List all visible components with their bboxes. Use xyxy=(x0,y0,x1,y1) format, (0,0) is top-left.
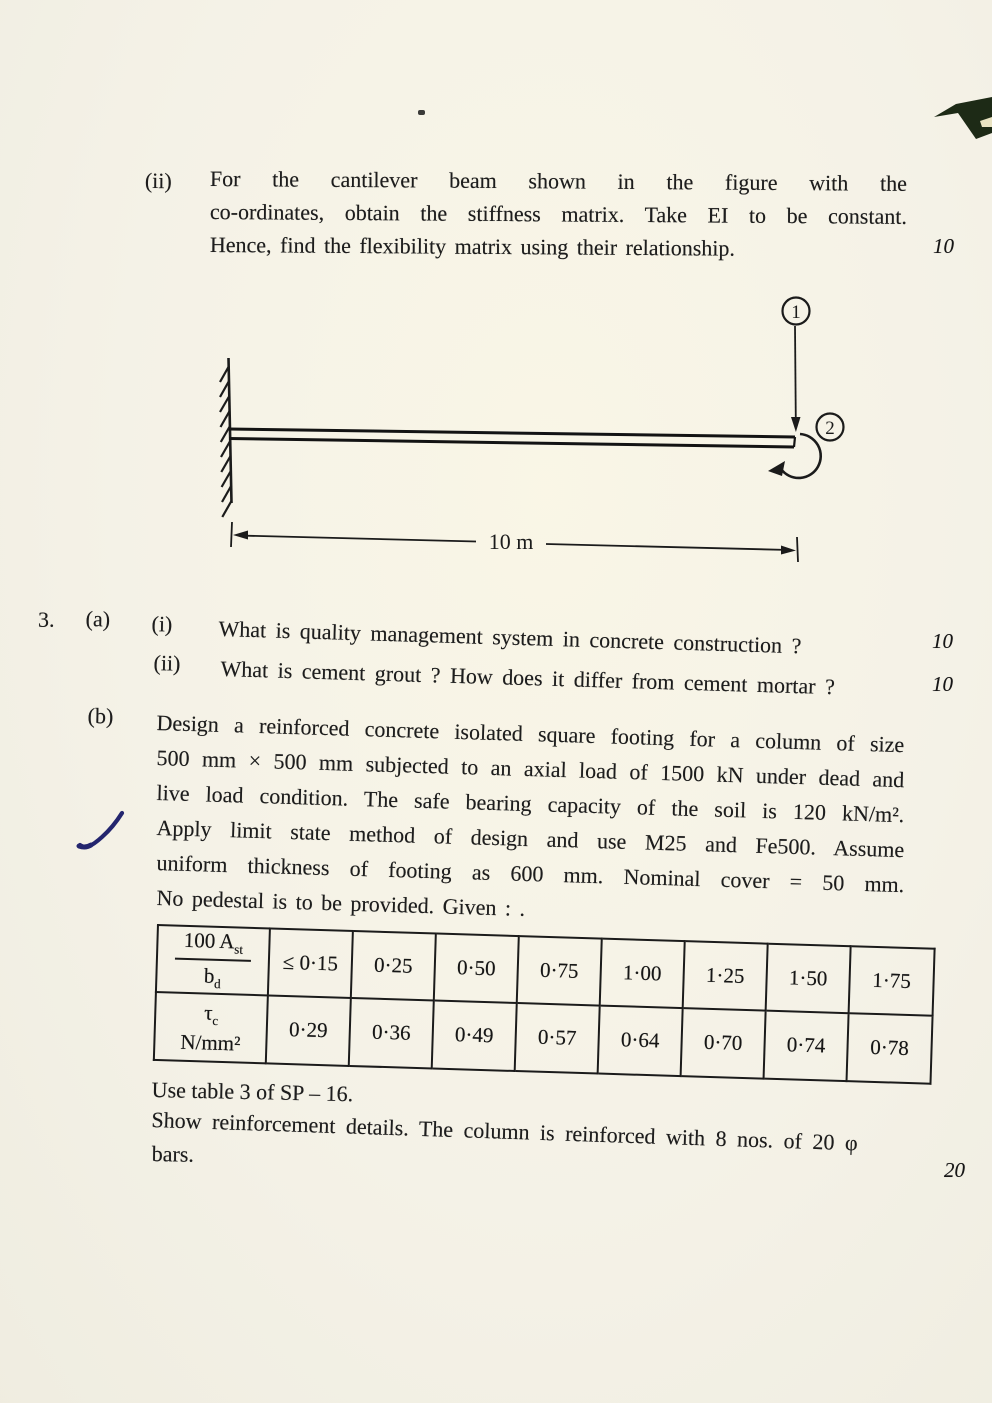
tau-value: 0·70 xyxy=(680,1007,766,1079)
note-reinforcement: Show reinforcement details. The column i… xyxy=(151,1106,859,1156)
tau-value: 0·64 xyxy=(597,1005,683,1076)
q2-item-label: (ii) xyxy=(144,167,172,194)
q3a-ii-marks: 10 xyxy=(932,672,953,696)
tau-value: 0·78 xyxy=(846,1013,933,1084)
q2-marks: 10 xyxy=(933,234,954,258)
pt-value: 1·25 xyxy=(682,941,768,1011)
pt-value: 0·50 xyxy=(433,933,519,1003)
node-1-load: 1 xyxy=(781,296,811,432)
q3a-ii-text: What is cement grout ? How does it diffe… xyxy=(220,655,836,700)
node-1-label: 1 xyxy=(791,302,801,323)
q2-line-3: Hence, find the flexibility matrix using… xyxy=(209,231,736,261)
moment-arrowhead xyxy=(768,461,785,476)
beam-figure: 1 2 10 m xyxy=(219,296,845,563)
tau-value: 0·57 xyxy=(514,1002,600,1074)
table-header-tau-c: τc N/mm² xyxy=(153,991,268,1064)
q3-number: 3. xyxy=(38,607,55,632)
q2-line-2: co-ordinates, obtain the stiffness matri… xyxy=(209,198,907,229)
pt-value: 0·25 xyxy=(350,930,436,1001)
tau-value: 0·74 xyxy=(763,1010,849,1082)
down-arrowhead xyxy=(791,417,801,432)
q3b-marks: 20 xyxy=(944,1158,965,1182)
beam xyxy=(228,427,797,449)
pt-value: 1·75 xyxy=(848,946,935,1016)
q3b-label: (b) xyxy=(87,702,114,729)
q3a-i-marks: 10 xyxy=(932,629,953,653)
pt-value: 1·50 xyxy=(765,943,851,1014)
ink-speck xyxy=(418,110,425,115)
q3b-line-6: No pedestal is to be provided. Given : . xyxy=(156,884,526,921)
q3a-label: (a) xyxy=(85,605,111,632)
q3a-i-text: What is quality management system in con… xyxy=(218,615,802,659)
pt-value: ≤ 0·15 xyxy=(267,928,353,998)
q3a-ii-label: (ii) xyxy=(153,649,181,676)
note-use-table: Use table 3 of SP – 16. xyxy=(151,1076,354,1107)
tau-value: 0·49 xyxy=(431,1000,517,1071)
scan-artifact-corner xyxy=(934,97,992,139)
moment-arc xyxy=(779,432,822,480)
pen-tick-mark xyxy=(76,810,125,850)
table-header-pt-ratio: 100 Ast bd xyxy=(155,925,270,996)
q3a-i-label: (i) xyxy=(151,610,173,637)
dimension-label: 10 m xyxy=(489,529,534,554)
tau-value: 0·29 xyxy=(265,995,351,1066)
design-table-wrapper: 100 Ast bd ≤ 0·15 0·25 0·50 0·75 1·00 1·… xyxy=(153,924,936,1084)
pt-value: 0·75 xyxy=(516,936,602,1006)
dimension-line xyxy=(230,521,799,563)
note-reinforcement-cont: bars. xyxy=(151,1140,195,1167)
shear-stress-table: 100 Ast bd ≤ 0·15 0·25 0·50 0·75 1·00 1·… xyxy=(153,924,936,1085)
node-2-label: 2 xyxy=(825,418,835,439)
tau-value: 0·36 xyxy=(348,997,434,1069)
pt-value: 1·00 xyxy=(599,938,685,1008)
q2-line-1: For the cantilever beam shown in the fig… xyxy=(209,165,907,196)
node-2-moment: 2 xyxy=(768,412,845,480)
